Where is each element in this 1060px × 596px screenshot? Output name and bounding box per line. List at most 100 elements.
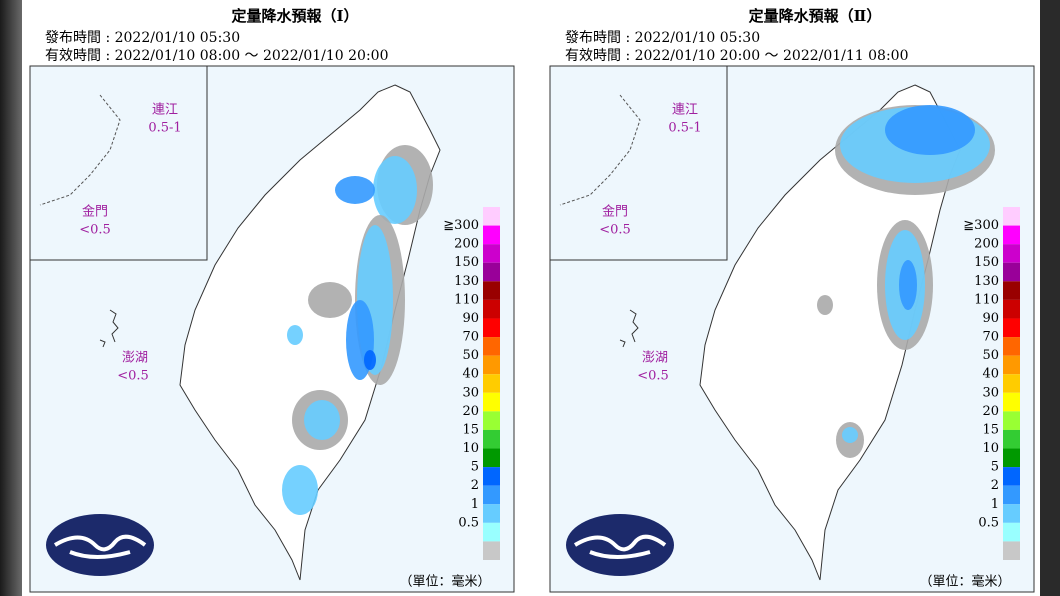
issue-time: 發布時間 : 2022/01/10 05:30 — [45, 30, 240, 46]
legend-swatch — [1003, 355, 1020, 375]
legend-swatch — [483, 225, 500, 245]
legend-swatch — [483, 429, 500, 449]
panel: 定量降水預報（Ⅱ） 發布時間 : 2022/01/10 05:30 有效時間 : 2… — [549, 7, 1035, 593]
legend-swatch — [483, 337, 500, 356]
legend-swatch — [483, 392, 500, 412]
inset-name: 連江 — [672, 103, 698, 118]
legend-label: 15 — [462, 422, 479, 437]
legend-label: 20 — [462, 404, 479, 419]
legend-swatch — [483, 244, 500, 263]
panel: 定量降水預報（Ⅰ） 發布時間 : 2022/01/10 05:30 有效時間 : 2… — [29, 7, 515, 593]
penghu-islands — [99, 309, 119, 348]
legend-label: 40 — [982, 367, 999, 382]
legend-swatch — [483, 411, 500, 430]
legend-swatch — [1003, 207, 1020, 226]
penghu-name: 澎湖 — [122, 351, 148, 366]
legend-swatch — [1003, 448, 1020, 468]
rain-area — [885, 105, 975, 155]
legend-label: 110 — [974, 292, 999, 307]
legend-label: 130 — [454, 274, 479, 289]
gap — [520, 0, 542, 596]
legend-swatch — [483, 448, 500, 468]
legend-swatch — [1003, 225, 1020, 245]
legend-swatch — [483, 318, 500, 338]
issue-time: 發布時間 : 2022/01/10 05:30 — [565, 30, 760, 46]
legend-swatch — [1003, 262, 1020, 282]
unit-label: （單位：毫米） — [919, 574, 1010, 590]
legend-swatch — [1003, 522, 1020, 542]
legend-label: 2 — [991, 478, 999, 493]
legend-swatch — [1003, 504, 1020, 523]
legend-swatch — [483, 504, 500, 523]
inset-amount: <0.5 — [599, 223, 631, 238]
legend-label: 30 — [462, 385, 479, 400]
edge-right — [1040, 0, 1060, 596]
legend-label: 10 — [982, 441, 999, 456]
legend-label: 150 — [974, 255, 999, 270]
rain-area — [364, 350, 376, 370]
inset-frame — [549, 65, 728, 261]
legend-label: ≧300 — [443, 218, 479, 233]
inset-amount: <0.5 — [79, 223, 111, 238]
legend-label: 50 — [982, 348, 999, 363]
legend-label: 130 — [974, 274, 999, 289]
penghu-name: 澎湖 — [642, 351, 668, 366]
legend-label: 5 — [471, 460, 479, 475]
penghu-amount: <0.5 — [637, 369, 669, 384]
legend-label: 150 — [454, 255, 479, 270]
legend-label: 200 — [974, 237, 999, 252]
legend-label: 50 — [462, 348, 479, 363]
legend-swatch — [483, 281, 500, 300]
legend-label: 1 — [471, 497, 479, 512]
legend-swatch — [1003, 374, 1020, 393]
rain-area — [304, 400, 340, 440]
legend-swatch — [483, 485, 500, 505]
coast — [559, 94, 641, 206]
legend-label: 0.5 — [458, 515, 479, 530]
penghu-amount: <0.5 — [117, 369, 149, 384]
rain-area — [287, 325, 303, 345]
legend-swatch — [1003, 429, 1020, 449]
legend-swatch — [1003, 281, 1020, 300]
legend-label: 2 — [471, 478, 479, 493]
legend-swatch — [483, 541, 500, 560]
inset-name: 金門 — [602, 204, 628, 220]
legend-swatch — [1003, 485, 1020, 505]
legend-label: 0.5 — [978, 515, 999, 530]
legend-swatch — [483, 262, 500, 282]
inset-name: 金門 — [82, 204, 108, 220]
panel-title: 定量降水預報（Ⅰ） — [231, 7, 358, 25]
legend-label: ≧300 — [963, 218, 999, 233]
legend-swatch — [1003, 467, 1020, 486]
edge-left — [0, 0, 22, 596]
rain-area — [373, 156, 417, 224]
legend-swatch — [483, 207, 500, 226]
legend-swatch — [1003, 411, 1020, 430]
legend-swatch — [1003, 337, 1020, 356]
legend-label: 5 — [991, 460, 999, 475]
inset-name: 連江 — [152, 103, 178, 118]
coast — [39, 94, 121, 206]
inset-amount: 0.5-1 — [148, 121, 181, 136]
legend-label: 20 — [982, 404, 999, 419]
legend-label: 110 — [454, 292, 479, 307]
legend-swatch — [483, 299, 500, 319]
logo — [46, 514, 154, 576]
penghu-islands — [619, 309, 639, 348]
legend-swatch — [483, 355, 500, 375]
valid-time: 有效時間 : 2022/01/10 20:00 ～ 2022/01/11 08:… — [565, 48, 909, 64]
legend-label: 200 — [454, 237, 479, 252]
legend-label: 90 — [462, 311, 479, 326]
legend-label: 90 — [982, 311, 999, 326]
legend-label: 1 — [991, 497, 999, 512]
rain-area — [899, 260, 917, 310]
rain-area — [282, 465, 318, 515]
legend-swatch — [1003, 318, 1020, 338]
legend-swatch — [483, 467, 500, 486]
legend-swatch — [1003, 244, 1020, 263]
logo-swirl — [53, 534, 147, 559]
panel-title: 定量降水預報（Ⅱ） — [749, 7, 882, 25]
rain-area — [842, 427, 858, 443]
unit-label: （單位：毫米） — [399, 574, 490, 590]
